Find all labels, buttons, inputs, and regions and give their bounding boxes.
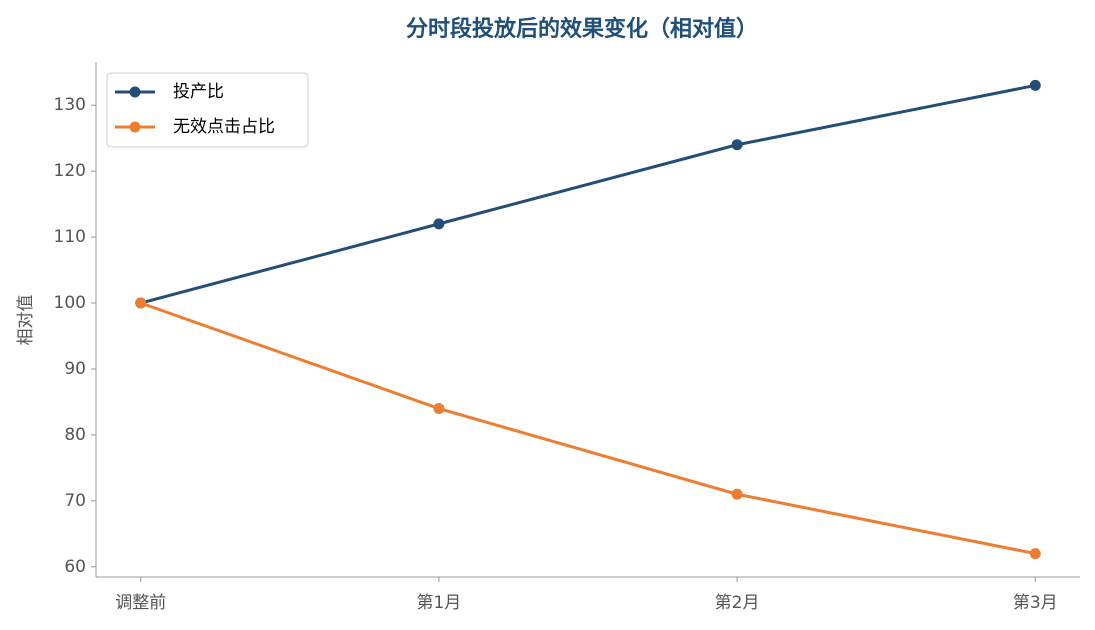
point [135, 297, 147, 309]
point [1029, 79, 1041, 91]
y-tick-label: 60 [64, 557, 86, 577]
series-line [140, 83, 1036, 305]
series-line [140, 301, 1036, 556]
legend-box [106, 72, 309, 148]
point [433, 218, 445, 230]
y-axis-label: 相对值 [16, 295, 36, 346]
y-tick-label: 90 [64, 359, 86, 379]
point [731, 488, 743, 500]
x-tick-label: 第3月 [1013, 593, 1058, 613]
point [433, 403, 445, 415]
y-tick-label: 70 [64, 491, 86, 511]
legend-label: 投产比 [173, 82, 224, 102]
y-tick-label: 120 [54, 161, 86, 181]
chart-title: 分时段投放后的效果变化（相对值） [406, 16, 758, 42]
y-tick-label: 130 [54, 95, 86, 115]
legend-marker [129, 121, 141, 133]
point [731, 139, 743, 151]
x-tick-label: 第1月 [416, 593, 461, 613]
point [1029, 548, 1041, 560]
y-tick-label: 80 [64, 425, 86, 445]
legend-label: 无效点击占比 [173, 117, 275, 137]
y-tick-label: 110 [54, 227, 86, 247]
x-tick-label: 调整前 [115, 593, 166, 613]
legend-marker [129, 86, 141, 98]
y-tick-label: 100 [54, 293, 86, 313]
x-tick-label: 第2月 [715, 593, 760, 613]
